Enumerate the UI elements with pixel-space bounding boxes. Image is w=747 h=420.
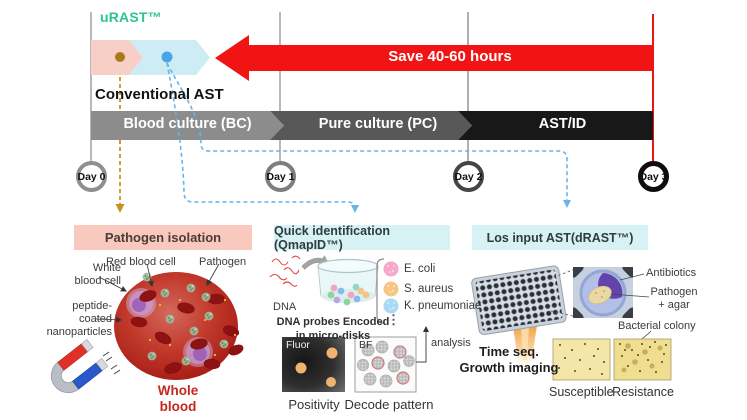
pathogen-label: Pathogen [199,256,247,268]
drast-illustration [471,265,672,381]
pathogen-isolation-box: Pathogen isolation [74,225,252,250]
nanoparticle-sparkles [148,298,237,357]
save-banner: Save 40-60 hours [388,48,512,65]
bacterial-colony-label: Bacterial colony [618,320,696,332]
inset-connectors [548,269,574,317]
analysis-label: analysis [431,337,471,349]
susceptible-label: Susceptible [549,385,614,399]
magnet-field-ticks [102,351,121,375]
dna-squiggles [269,255,301,287]
agar-zone [588,285,612,305]
magnet-icon [50,339,109,393]
red-blood-cell-label: Red blood cell [106,256,176,268]
micro-disks [327,283,370,306]
timeline-bars [91,111,653,140]
resistance-label: Resistance [612,385,674,399]
urast-sample-dot [161,51,173,63]
species-disks [383,261,399,314]
bar-ast-id [458,111,653,140]
time-seq-label: Time seq. Growth imaging [459,344,559,375]
species-ellipsis: ⋮ [387,312,400,327]
red-blood-cells [130,290,244,374]
stage-pure-culture: Pure culture (PC) [318,116,438,132]
species-e-coli: E. coli [404,263,436,275]
resistance-panel [613,338,672,381]
bf-label: BF [359,339,373,351]
connector-quick-id [166,62,359,213]
stage-ast-id: AST/ID [538,116,587,132]
species-s-aureus: S. aureus [404,283,454,295]
urast-label: uRAST™ [100,9,162,25]
analysis-connector [416,326,429,363]
species-k-pneumoniae: K. pneumoniae [404,300,482,312]
probes-caption: DNA probes Encoded in micro-disks [276,316,390,342]
quick-identification-box: Quick identification (QmapID™) [274,224,450,252]
day-0-badge: Day 0 [76,161,107,192]
nanoparticles-label: peptide- coated nanoparticles [46,300,112,338]
save-arrow [215,35,653,81]
urast-connectors [166,62,571,213]
susceptible-panel [552,338,611,381]
decode-disks [357,340,415,388]
well-inset [573,267,633,318]
stage-blood-culture: Blood culture (BC) [123,116,252,132]
positivity-label: Positivity [288,397,340,412]
bar-blood-culture [91,111,284,140]
low-input-ast-box: Los input AST(dRAST™) [472,225,648,250]
fluor-positive-dots [295,347,338,387]
connector-low-input-ast [166,62,571,208]
blood-sample-dot [115,52,125,62]
dna-label: DNA [273,301,297,313]
probe-dish [317,258,379,306]
bar-pure-culture [270,111,472,140]
antibiotics-label: Antibiotics [646,267,697,279]
species-bracket [376,258,385,324]
decode-pattern-label: Decode pattern [344,397,434,412]
urast-arrow [91,40,210,75]
white-blood-cell-label: White blood cell [74,262,121,287]
microwell-plate [471,265,567,336]
day-1-badge: Day 1 [265,161,296,192]
qmapid-illustration [269,255,429,393]
conventional-ast-label: Conventional AST [95,86,224,103]
pathogen-agar-label: Pathogen + agar [650,286,698,311]
fluor-label: Fluor [286,339,310,351]
label-pointers-left [95,263,220,323]
day-2-badge: Day 2 [453,161,484,192]
whole-blood-illustration [50,263,244,393]
day-3-badge: Day 3 [638,161,669,192]
whole-blood-caption: Whole blood [157,383,199,414]
